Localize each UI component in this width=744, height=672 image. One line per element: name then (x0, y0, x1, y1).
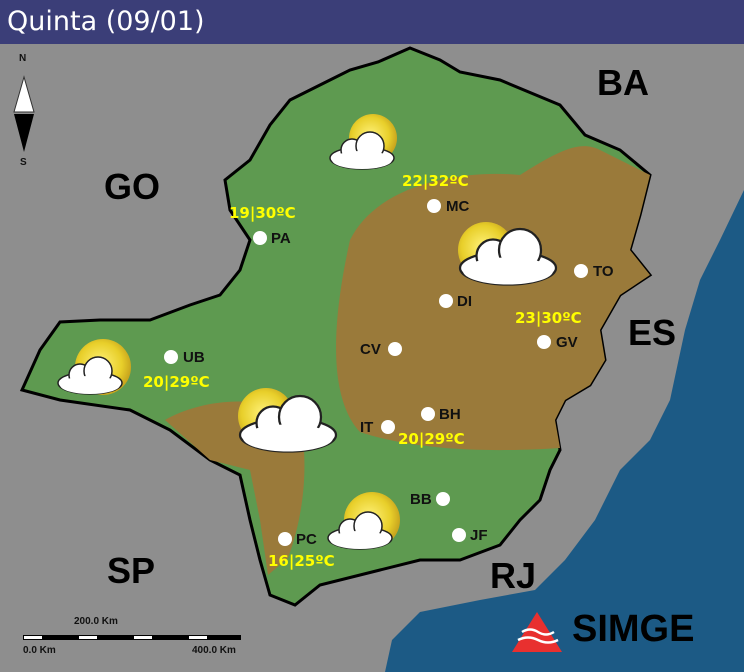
scale-label-0: 0.0 Km (23, 645, 56, 656)
sun-cloud-icon (458, 222, 558, 286)
state-label-go: GO (104, 166, 161, 207)
temp-label-triangulo: 20|29ºC (143, 373, 210, 391)
sun-cloud-icon (329, 114, 397, 170)
temp-label-east: 23|30ºC (515, 309, 582, 327)
temp-label-central: 20|29ºC (398, 430, 465, 448)
city-label-to: TO (593, 263, 614, 280)
city-label-pa: PA (271, 230, 291, 247)
city-label-it: IT (360, 419, 374, 436)
temp-label-northwest: 19|30ºC (229, 204, 296, 222)
city-markers (164, 199, 588, 546)
sun-cloud-icon (238, 388, 338, 453)
temp-label-south: 16|25ºC (268, 552, 335, 570)
city-label-pc: PC (296, 531, 317, 548)
page-title: Quinta (09/01) (0, 0, 744, 44)
city-label-di: DI (457, 293, 472, 310)
state-label-rj: RJ (490, 555, 537, 596)
compass-icon (13, 75, 35, 152)
sun-cloud-icon (57, 339, 131, 395)
scale-label-200: 200.0 Km (74, 616, 118, 627)
sun-cloud-icon (327, 492, 400, 550)
city-label-mc: MC (446, 198, 470, 215)
scale-bar (23, 635, 241, 640)
compass-south-label: S (20, 157, 27, 168)
ocean (385, 190, 744, 672)
city-label-bb: BB (410, 491, 432, 508)
state-label-ba: BA (597, 62, 649, 103)
city-label-cv: CV (360, 341, 381, 358)
simge-logo: SIMGE (572, 608, 695, 650)
temp-label-north: 22|32ºC (402, 172, 469, 190)
forecast-area-brown (336, 146, 650, 451)
compass-north-label: N (19, 53, 27, 64)
city-label-gv: GV (556, 334, 578, 351)
logo-icon (512, 612, 562, 652)
state-label-sp: SP (107, 550, 156, 591)
state-label-es: ES (628, 312, 677, 353)
city-label-ub: UB (183, 349, 205, 366)
city-label-bh: BH (439, 406, 461, 423)
scale-label-400: 400.0 Km (192, 645, 236, 656)
city-label-jf: JF (470, 527, 488, 544)
